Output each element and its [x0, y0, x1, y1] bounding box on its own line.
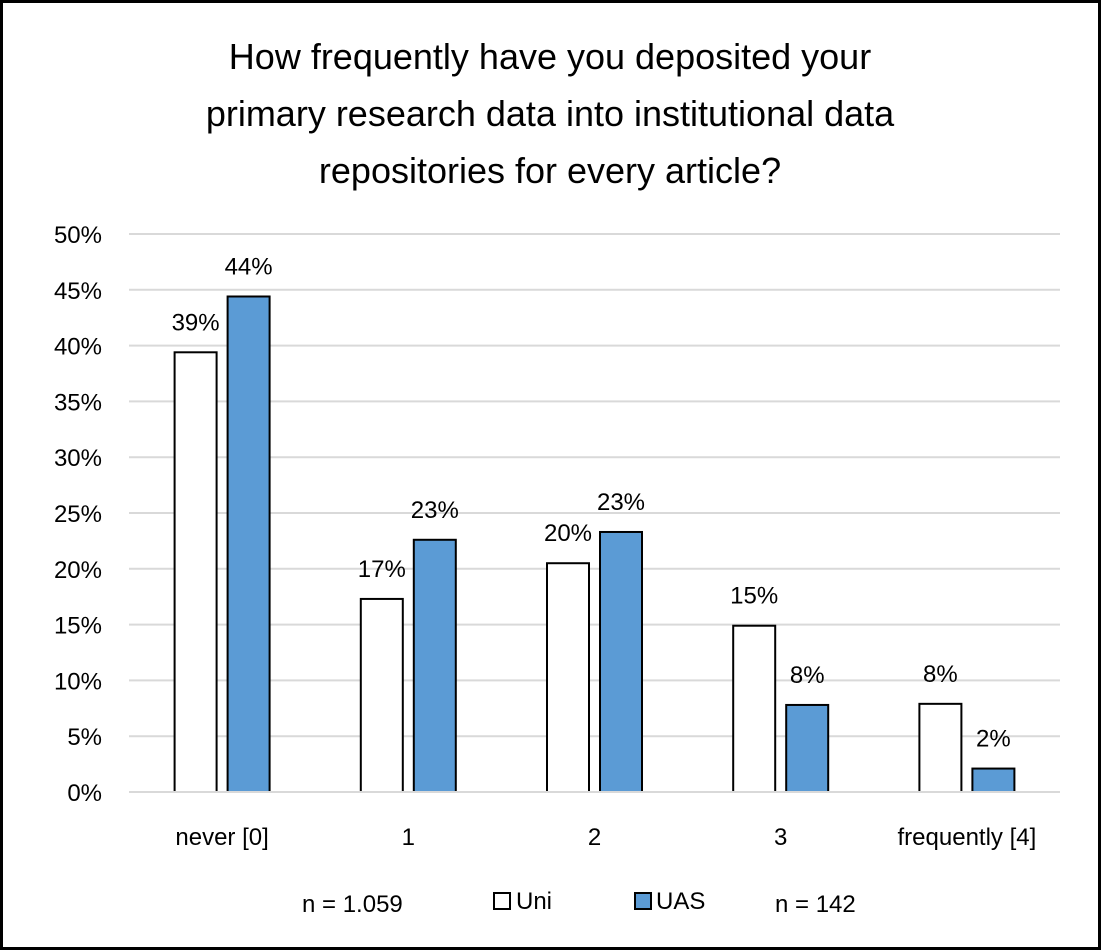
- data-label-uas: 23%: [411, 497, 459, 524]
- legend-swatch-uas: [634, 892, 652, 910]
- data-label-uni: 15%: [730, 583, 778, 610]
- y-tick-label: 50%: [54, 222, 102, 249]
- legend-label-uni: Uni: [516, 888, 552, 915]
- bars: [173, 295, 1016, 794]
- bar-uas: [226, 295, 271, 793]
- y-tick-label: 0%: [67, 780, 102, 807]
- y-tick-label: 15%: [54, 613, 102, 640]
- bar-uas: [971, 767, 1016, 794]
- data-label-uas: 23%: [597, 489, 645, 516]
- chart-title-line-3: repositories for every article?: [319, 150, 781, 191]
- bar-uas: [599, 530, 643, 793]
- y-axis-tick-labels: 0% 5% 10% 15% 20% 25% 30% 35% 40% 45% 50%: [54, 222, 102, 807]
- y-tick-label: 10%: [54, 668, 102, 695]
- data-label-uas: 2%: [976, 726, 1011, 753]
- y-tick-label: 25%: [54, 501, 102, 528]
- y-tick-label: 40%: [54, 334, 102, 361]
- sample-size-uas: n = 142: [775, 891, 856, 918]
- x-tick-label: 3: [774, 824, 787, 851]
- y-tick-label: 35%: [54, 389, 102, 416]
- x-tick-label: frequently [4]: [898, 824, 1037, 851]
- bar-uni: [359, 597, 404, 793]
- bar-uni: [173, 351, 218, 793]
- data-label-uni: 17%: [358, 556, 406, 583]
- legend-label-uas: UAS: [656, 888, 705, 915]
- y-tick-label: 20%: [54, 557, 102, 584]
- sample-size-uni: n = 1.059: [302, 891, 403, 918]
- bar-uas: [785, 703, 830, 794]
- y-tick-label: 5%: [67, 724, 102, 751]
- x-tick-label: 2: [588, 824, 601, 851]
- x-tick-label: 1: [402, 824, 415, 851]
- y-tick-label: 30%: [54, 445, 102, 472]
- data-label-uas: 8%: [790, 662, 825, 689]
- x-axis-tick-labels: never [0] 1 2 3 frequently [4]: [175, 824, 1036, 851]
- legend-swatch-uni: [493, 892, 511, 910]
- chart-title-line-1: How frequently have you deposited your: [229, 36, 871, 77]
- y-tick-label: 45%: [54, 278, 102, 305]
- data-labels: 39%44%17%23%20%23%15%8% 8%2%: [172, 253, 1011, 752]
- data-label-uni: 39%: [172, 309, 220, 336]
- bar-uas: [412, 538, 457, 793]
- gridlines: [129, 233, 1060, 738]
- legend: n = 1.059 Uni UAS n = 142: [302, 888, 856, 918]
- chart-title-line-2: primary research data into institutional…: [206, 93, 895, 134]
- bar-uni: [732, 624, 777, 793]
- x-tick-label: never [0]: [175, 824, 268, 851]
- data-label-uas: 44%: [225, 253, 273, 280]
- bar-uni: [546, 562, 590, 793]
- chart-title: How frequently have you deposited your p…: [206, 36, 895, 191]
- data-label-uni: 8%: [923, 661, 958, 688]
- data-label-uni: 20%: [544, 520, 592, 547]
- bar-uni: [918, 702, 963, 793]
